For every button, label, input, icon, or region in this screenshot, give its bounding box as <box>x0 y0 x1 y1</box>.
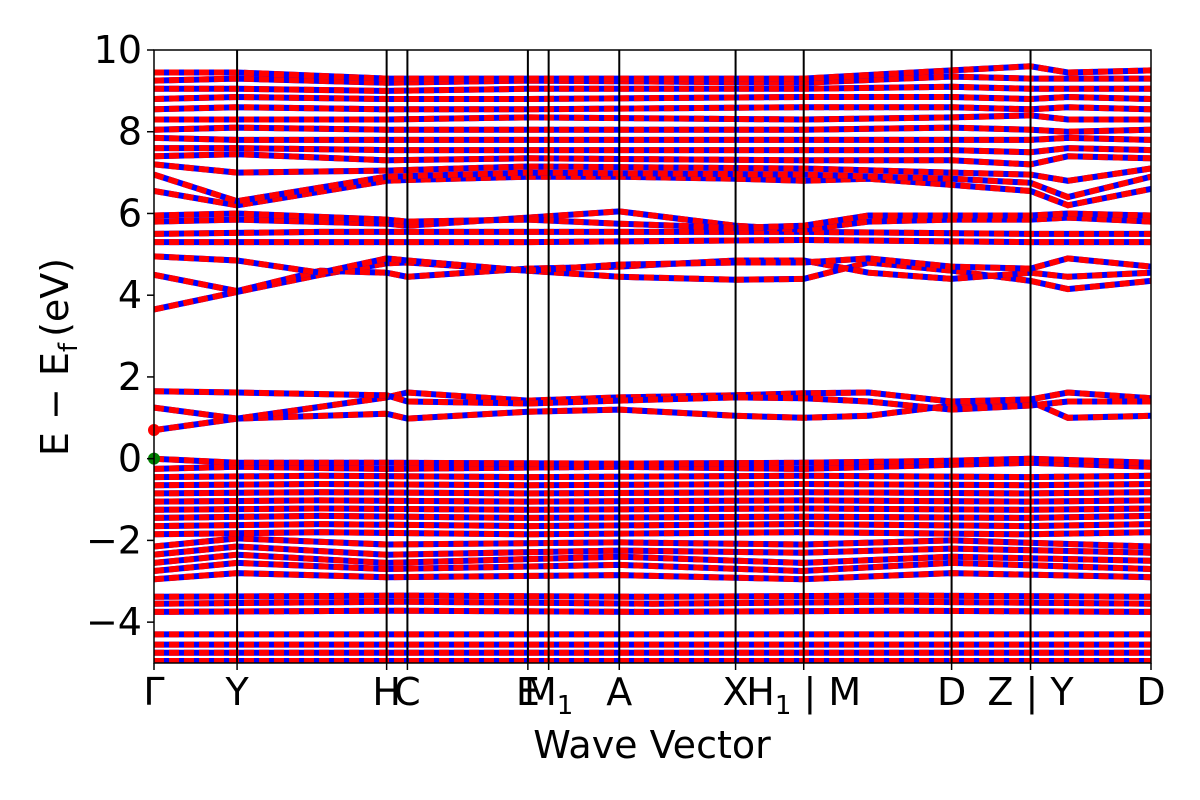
x-tick-label-0: Γ <box>143 670 164 714</box>
band-12-spin-up <box>154 529 1151 538</box>
band-4-spin-up <box>154 607 1151 615</box>
x-tick-label-5: M1 <box>524 670 573 721</box>
band-27-spin-up <box>154 253 1151 276</box>
y-axis-label-main: E − E <box>33 352 77 456</box>
x-tick-label-9: D <box>937 670 966 714</box>
band-19-spin-up <box>154 472 1151 481</box>
y-axis-label-units: (eV) <box>33 258 77 337</box>
y-tick-label-5: 6 <box>118 191 142 235</box>
y-tick-label-6: 8 <box>118 110 142 154</box>
band-20-spin-up <box>154 459 1151 472</box>
y-tick-label-4: 4 <box>118 273 142 317</box>
y-tick-label-1: −2 <box>86 518 142 562</box>
band-16-spin-up <box>154 497 1151 505</box>
x-axis-label: Wave Vector <box>533 723 771 767</box>
band-29-spin-up <box>154 228 1151 237</box>
y-tick-label-7: 10 <box>94 28 142 72</box>
band-33-spin-up <box>154 169 1151 205</box>
x-axis-ticks: Γ Y HC EM1 A XH1 | M D Z | Y D <box>143 663 1166 721</box>
svg-text:E − Ef(eV): E − Ef (eV) <box>33 258 84 456</box>
high-symmetry-lines <box>236 50 1032 663</box>
y-tick-label-0: −4 <box>86 600 142 644</box>
band-6-spin-up <box>154 592 1151 600</box>
x-tick-label-6: A <box>606 670 632 714</box>
x-tick-label-7: X <box>723 670 749 714</box>
band-17-spin-up <box>154 489 1151 497</box>
y-axis-label-sub: f <box>54 342 84 352</box>
band-21-spin-up <box>154 455 1151 467</box>
band-18-spin-up <box>154 480 1151 489</box>
x-tick-label-10: Z | Y <box>987 670 1074 715</box>
band-13-spin-up <box>154 521 1151 530</box>
plot-frame <box>153 49 1152 664</box>
y-axis-label: E − Ef (eV) <box>33 258 84 456</box>
bands-layer <box>154 63 1151 663</box>
y-tick-label-2: 0 <box>118 437 142 481</box>
y-axis-ticks: −4 −2 0 2 4 6 8 10 <box>86 28 154 644</box>
x-tick-label-3: C <box>394 670 421 714</box>
y-tick-label-3: 2 <box>118 355 142 399</box>
band-15-spin-up <box>154 505 1151 513</box>
band-28-spin-up <box>154 236 1151 246</box>
band-5-spin-up <box>154 598 1151 607</box>
x-tick-label-8: H1 | M <box>746 670 861 721</box>
x-tick-label-11: D <box>1136 670 1165 714</box>
x-tick-label-2: H <box>372 670 401 714</box>
x-tick-label-1: Y <box>224 670 249 714</box>
band-14-spin-up <box>154 512 1151 521</box>
x-tick-label-4: E <box>516 670 540 714</box>
